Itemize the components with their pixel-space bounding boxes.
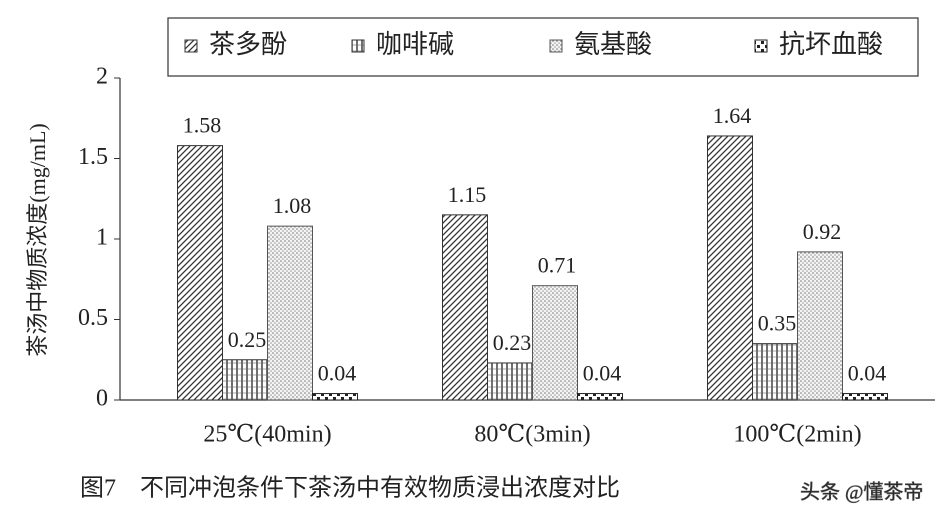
bar bbox=[222, 359, 268, 401]
bar bbox=[532, 285, 578, 401]
y-tick-label: 2 bbox=[96, 64, 108, 90]
legend-swatch bbox=[754, 39, 768, 53]
legend-label: 抗坏血酸 bbox=[779, 30, 883, 59]
value-label: 1.15 bbox=[448, 182, 487, 207]
x-tick-label: 80℃(3min) bbox=[474, 422, 590, 448]
legend-label: 茶多酚 bbox=[209, 30, 287, 59]
legend-swatch bbox=[549, 39, 563, 53]
y-tick-label: 0 bbox=[96, 386, 108, 412]
value-label: 1.58 bbox=[183, 113, 222, 138]
bar bbox=[312, 393, 358, 401]
bar bbox=[707, 135, 753, 401]
legend-label: 咖啡碱 bbox=[376, 30, 454, 59]
y-tick-label: 1 bbox=[96, 225, 108, 251]
value-label: 0.71 bbox=[538, 253, 577, 278]
value-label: 1.64 bbox=[713, 103, 752, 128]
value-label: 0.92 bbox=[803, 219, 842, 244]
bar bbox=[177, 145, 223, 401]
bar bbox=[842, 393, 888, 401]
watermark: 头条 @懂茶帝 bbox=[800, 481, 923, 504]
bar bbox=[797, 251, 843, 401]
x-tick-label: 25℃(40min) bbox=[203, 422, 331, 448]
legend-box bbox=[167, 17, 919, 77]
caption: 图7 不同冲泡条件下茶汤中有效物质浸出浓度对比 bbox=[80, 475, 620, 502]
value-label: 0.35 bbox=[758, 311, 797, 336]
bar bbox=[752, 343, 798, 401]
x-tick-label: 100℃(2min) bbox=[733, 422, 861, 448]
y-tick-label: 0.5 bbox=[78, 305, 108, 331]
legend-swatch bbox=[184, 39, 198, 53]
bar bbox=[267, 225, 313, 401]
y-axis-label: 茶汤中物质浓度(mg/mL) bbox=[25, 123, 50, 356]
value-label: 0.04 bbox=[583, 361, 622, 386]
bar bbox=[487, 362, 533, 401]
bar bbox=[442, 214, 488, 401]
legend-label: 氨基酸 bbox=[574, 30, 652, 59]
value-label: 0.04 bbox=[318, 361, 357, 386]
legend-swatch bbox=[351, 39, 365, 53]
value-label: 0.25 bbox=[228, 327, 267, 352]
value-label: 1.08 bbox=[273, 193, 312, 218]
value-label: 0.23 bbox=[493, 330, 532, 355]
y-tick-label: 1.5 bbox=[78, 144, 108, 170]
bar bbox=[577, 393, 623, 401]
value-label: 0.04 bbox=[848, 361, 887, 386]
